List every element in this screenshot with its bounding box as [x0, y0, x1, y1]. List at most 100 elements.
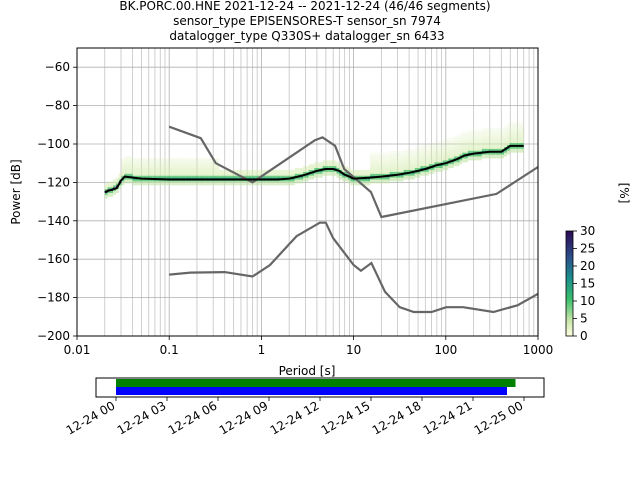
heatmap-cell: [490, 143, 493, 145]
heatmap-cell: [353, 169, 357, 172]
heatmap-cell: [210, 169, 214, 172]
heatmap-cell: [442, 143, 446, 145]
heatmap-cell: [138, 181, 142, 184]
heatmap-cell: [386, 169, 390, 172]
heatmap-cell: [129, 169, 133, 172]
heatmap-cell: [143, 166, 147, 168]
heatmap-cell: [372, 179, 376, 182]
heatmap-cell: [124, 160, 128, 163]
heatmap-cell: [364, 181, 368, 184]
heatmap-cell: [216, 158, 220, 161]
heatmap-cell: [358, 175, 362, 178]
heatmap-cell: [423, 173, 426, 176]
heatmap-cell: [403, 175, 407, 178]
heatmap-cell: [325, 164, 329, 167]
heatmap-cell: [132, 169, 136, 172]
heatmap-cell: [121, 160, 125, 163]
heatmap-cell: [512, 143, 516, 145]
heatmap-cell: [202, 164, 206, 167]
heatmap-cell: [417, 173, 421, 176]
heatmap-cell: [411, 168, 415, 170]
heatmap-cell: [395, 168, 399, 170]
heatmap-cell: [395, 162, 399, 165]
heatmap-cell: [470, 154, 474, 157]
heatmap-cell: [381, 152, 385, 155]
heatmap-cell: [481, 135, 485, 138]
heatmap-cell: [398, 162, 401, 165]
heatmap-cell: [300, 169, 304, 172]
heatmap-cell: [459, 144, 463, 147]
heatmap-cell: [336, 168, 340, 170]
heatmap-cell: [227, 173, 231, 176]
heatmap-cell: [372, 154, 376, 157]
heatmap-cell: [314, 173, 318, 176]
heatmap-cell: [104, 185, 108, 188]
heatmap-cell: [141, 164, 144, 167]
heatmap-cell: [423, 152, 426, 155]
heatmap-cell: [157, 169, 161, 172]
heatmap-cell: [247, 183, 250, 186]
heatmap-cell: [492, 137, 496, 140]
heatmap-cell: [177, 160, 181, 163]
heatmap-cell: [121, 181, 125, 184]
heatmap-cell: [400, 162, 404, 165]
heatmap-cell: [423, 158, 426, 161]
heatmap-cell: [439, 148, 443, 151]
heatmap-cell: [367, 179, 371, 182]
heatmap-cell: [473, 131, 477, 134]
heatmap-cell: [272, 183, 276, 186]
heatmap-cell: [479, 139, 482, 142]
heatmap-cell: [495, 135, 499, 138]
heatmap-cell: [465, 141, 468, 144]
heatmap-cell: [252, 175, 256, 178]
heatmap-cell: [247, 175, 250, 178]
heatmap-cell: [342, 175, 345, 178]
heatmap-cell: [157, 166, 161, 168]
heatmap-cell: [238, 171, 242, 174]
heatmap-cell: [439, 156, 443, 159]
heatmap-cell: [378, 171, 382, 174]
heatmap-cell: [431, 148, 435, 151]
heatmap-cell: [325, 169, 329, 172]
heatmap-cell: [138, 158, 142, 161]
heatmap-cell: [364, 171, 368, 174]
heatmap-cell: [194, 158, 197, 161]
heatmap-cell: [330, 164, 334, 167]
heatmap-cell: [509, 129, 513, 132]
heatmap-cell: [406, 160, 410, 163]
heatmap-cell: [339, 164, 343, 167]
heatmap-cell: [127, 173, 130, 176]
x-tick-label: 1000: [523, 343, 554, 357]
heatmap-cell: [314, 171, 318, 174]
heatmap-cell: [479, 135, 482, 138]
heatmap-cell: [258, 181, 262, 184]
heatmap-cell: [504, 129, 507, 132]
heatmap-cell: [202, 183, 206, 186]
heatmap-cell: [375, 171, 379, 174]
heatmap-cell: [255, 173, 259, 176]
heatmap-cell: [425, 160, 429, 163]
heatmap-cell: [141, 166, 144, 168]
x-tick-label: 0.1: [160, 343, 179, 357]
heatmap-cell: [479, 137, 482, 140]
heatmap-cell: [428, 168, 432, 170]
heatmap-cell: [255, 183, 259, 186]
heatmap-cell: [372, 177, 376, 180]
heatmap-cell: [182, 173, 186, 176]
heatmap-cell: [219, 175, 223, 178]
heatmap-cell: [425, 162, 429, 165]
heatmap-cell: [132, 164, 136, 167]
heatmap-cell: [372, 173, 376, 176]
heatmap-cell: [194, 175, 197, 178]
heatmap-cell: [504, 150, 507, 153]
heatmap-cell: [470, 131, 474, 134]
heatmap-cell: [188, 168, 192, 170]
heatmap-cell: [456, 160, 460, 163]
heatmap-cell: [328, 169, 331, 172]
heatmap-cell: [157, 173, 161, 176]
heatmap-cell: [420, 160, 424, 163]
heatmap-cell: [389, 171, 393, 174]
heatmap-cell: [333, 171, 337, 174]
heatmap-cell: [196, 162, 200, 165]
heatmap-cell: [188, 183, 192, 186]
